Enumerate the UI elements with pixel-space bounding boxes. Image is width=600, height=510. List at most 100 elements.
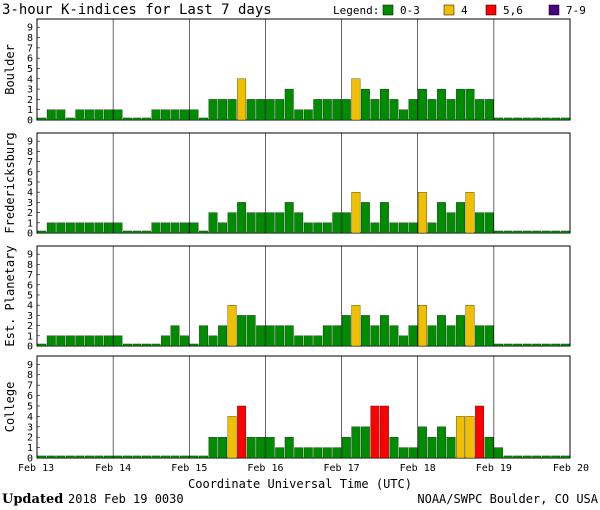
k-index-bar — [475, 212, 484, 234]
y-tick-label: 1 — [27, 331, 33, 342]
k-index-bar — [484, 212, 494, 234]
y-tick-label: 3 — [27, 85, 33, 96]
k-index-bar — [303, 109, 313, 121]
k-index-bar — [227, 212, 237, 234]
k-index-bar — [275, 99, 285, 121]
k-index-bar — [294, 447, 304, 459]
k-index-bar — [294, 335, 304, 347]
k-index-bar — [456, 315, 465, 347]
k-index-bar — [446, 99, 456, 121]
k-index-bar — [503, 455, 513, 459]
k-index-bar — [113, 455, 123, 459]
k-index-bar — [437, 426, 446, 459]
k-index-bar — [303, 222, 313, 234]
legend-swatch-0-3 — [382, 4, 394, 16]
k-index-bar — [56, 222, 66, 234]
k-index-bar — [37, 455, 47, 459]
legend-text-5-6: 5,6 — [503, 4, 523, 17]
k-index-bar — [446, 325, 456, 347]
x-axis-title: Coordinate Universal Time (UTC) — [188, 477, 412, 491]
k-index-bar — [142, 230, 151, 234]
k-index-bar — [237, 202, 247, 234]
k-index-bar — [379, 202, 389, 234]
k-index-bar — [513, 230, 523, 234]
x-tick-label: Feb 17 — [324, 463, 360, 474]
y-tick-label: 6 — [27, 167, 33, 178]
legend-text-7-9: 7-9 — [566, 4, 586, 17]
k-index-bar — [389, 99, 399, 121]
y-tick-label: 3 — [27, 311, 33, 322]
k-index-bar — [227, 416, 237, 459]
k-index-bar — [161, 455, 170, 459]
k-index-bar — [322, 222, 332, 234]
k-index-bar — [237, 78, 247, 121]
k-index-bar — [427, 325, 437, 347]
station-label: College — [3, 382, 17, 433]
k-index-bar — [351, 78, 361, 121]
k-index-bar — [332, 99, 342, 121]
k-index-bar — [541, 343, 551, 347]
k-index-bar — [199, 230, 208, 234]
k-index-bar — [341, 99, 351, 121]
k-index-bar — [408, 222, 418, 234]
credit: NOAA/SWPC Boulder, CO USA — [417, 492, 598, 506]
k-index-bar — [113, 109, 123, 121]
k-index-bar — [541, 455, 551, 459]
k-index-bar — [408, 99, 418, 121]
y-tick-label: 6 — [27, 391, 33, 402]
y-tick-label: 4 — [27, 301, 33, 312]
k-index-bar — [123, 343, 132, 347]
y-tick-label: 7 — [27, 270, 33, 281]
y-tick-label: 2 — [27, 208, 33, 219]
y-tick-label: 6 — [27, 54, 33, 65]
k-index-bar — [494, 117, 504, 121]
k-index-bar — [294, 109, 304, 121]
k-index-bar — [275, 212, 285, 234]
legend-swatch-5-6 — [485, 4, 497, 16]
k-index-bar — [560, 343, 570, 347]
k-index-bar — [103, 455, 113, 459]
y-tick-label: 8 — [27, 260, 33, 271]
k-index-bar — [246, 212, 256, 234]
k-index-bar — [322, 325, 332, 347]
k-index-bar — [132, 117, 142, 121]
k-index-bar — [46, 109, 56, 121]
station-label: Fredericksburg — [3, 132, 17, 233]
k-index-bar — [170, 325, 180, 347]
y-tick-label: 7 — [27, 43, 33, 54]
k-index-bar — [284, 88, 294, 121]
k-index-bar — [161, 335, 170, 347]
y-tick-label: 8 — [27, 33, 33, 44]
k-index-bar — [456, 202, 465, 234]
k-index-bar — [246, 99, 256, 121]
k-index-bar — [189, 109, 199, 121]
y-tick-label: 3 — [27, 198, 33, 209]
k-index-bar — [56, 335, 66, 347]
k-index-bar — [84, 109, 94, 121]
legend-text-4: 4 — [461, 4, 468, 17]
x-tick-label: Feb 13 — [18, 463, 54, 474]
k-index-bar — [408, 447, 418, 459]
k-index-bar — [84, 455, 94, 459]
k-index-bar — [389, 222, 399, 234]
k-index-bar — [189, 343, 199, 347]
k-index-bar — [475, 405, 484, 459]
k-index-bar — [294, 212, 304, 234]
k-index-bar — [522, 117, 532, 121]
k-index-bar — [246, 315, 256, 347]
k-index-bar — [560, 230, 570, 234]
k-index-bar — [180, 109, 189, 121]
k-index-bar — [265, 437, 275, 459]
y-tick-label: 1 — [27, 443, 33, 454]
k-index-bar — [360, 426, 370, 459]
k-index-bar — [484, 99, 494, 121]
k-index-bar — [284, 325, 294, 347]
y-tick-label: 5 — [27, 290, 33, 301]
k-index-bar — [170, 455, 180, 459]
k-index-bar — [437, 88, 446, 121]
k-index-bar — [75, 222, 85, 234]
k-index-bar — [180, 335, 189, 347]
